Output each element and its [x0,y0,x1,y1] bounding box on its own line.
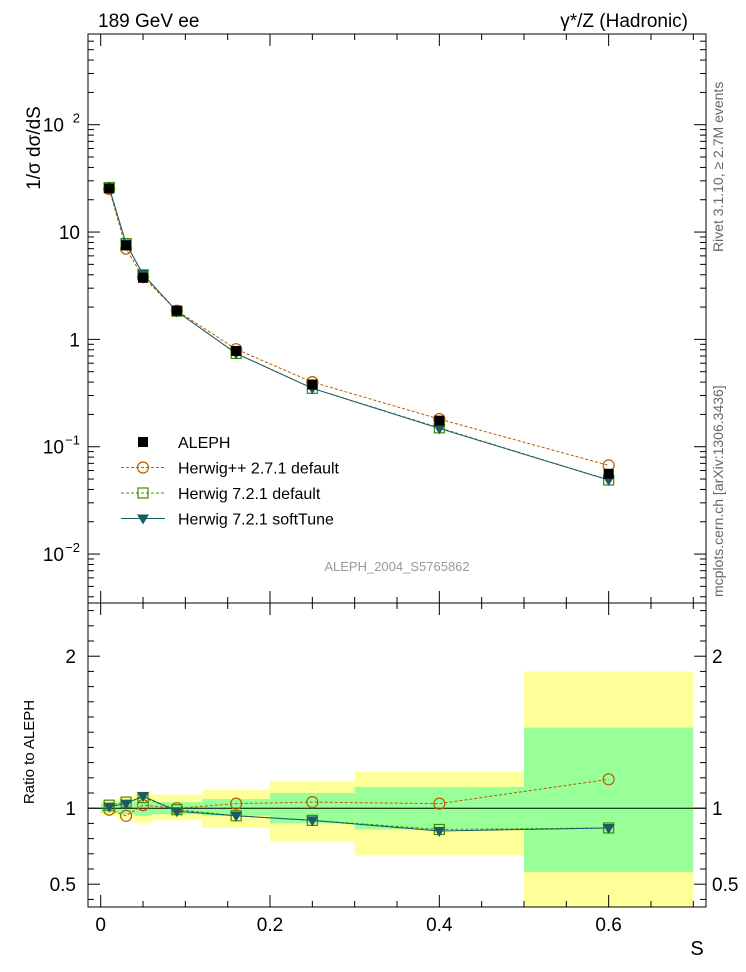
ratio-y-tick-label: 2 [65,647,76,668]
legend: ALEPH Herwig++ 2.7.1 default Herwig 7.2.1 … [121,435,340,529]
ratio-y-tick-label: 0.5 [50,875,76,896]
main-y-tick-label: 10 [59,223,80,244]
ratio-y-axis-title: Ratio to ALEPH [21,700,38,804]
data-point-aleph [603,468,614,479]
x-tick-label: 0.4 [426,915,453,936]
legend-marker-herwig-2-7-1-default [136,461,150,474]
legend-label-herwig-2-7-1-default: Herwig++ 2.7.1 default [178,461,340,478]
data-point-aleph [171,305,182,316]
ratio-band-green [523,727,694,873]
analysis-watermark: ALEPH_2004_S5765862 [324,559,469,574]
main-y-tick-label: 10 [43,116,64,137]
x-tick-label: 0.2 [257,915,283,936]
main-y-tick-exponent: 2 [73,111,80,126]
ratio-point-herwig-7-2-1-softtune [137,792,150,803]
ratio-point-herwig-7-2-1-softtune [230,811,243,822]
ratio-point-herwig-7-2-1-softtune [433,827,446,837]
data-point-aleph [121,240,132,251]
main-panel-series [103,181,615,486]
header-left-title: 189 GeV ee [98,11,199,32]
rivet-version-label: Rivet 3.1.10, ≥ 2.7M events [710,82,726,252]
main-y-tick-label: 10 [43,545,64,566]
legend-marker-herwig-7-2-1-default [137,487,149,499]
legend-label-herwig-7-2-1-softtune: Herwig 7.2.1 softTune [178,512,334,529]
main-y-tick-label: 1 [69,330,80,351]
ratio-uncertainty-bands [100,671,694,907]
ratio-point-herwig-2-7-1-default [602,773,615,786]
ratio-point-herwig-7-2-1-softtune [602,823,615,834]
legend-label-herwig-7-2-1-default: Herwig 7.2.1 default [178,486,321,503]
ratio-point-herwig-7-2-1-softtune [306,816,319,827]
ratio-point-herwig-2-7-1-default [306,796,319,809]
ratio-panel-axes: 0.5 0.5 1 1 2 2 0 0.2 0.4 0.6 [50,602,738,936]
x-axis-title: S [690,938,703,960]
main-y-tick-label: 10 [43,438,64,459]
data-point-aleph [307,379,318,390]
data-point-aleph [104,183,115,194]
legend-marker-aleph [138,437,148,447]
ratio-band-green [202,799,271,816]
legend-label-aleph: ALEPH [178,435,230,452]
ratio-point-herwig-2-7-1-default [119,809,133,822]
ratio-y-tick-label-right: 1 [712,799,723,820]
main-y-tick-exponent: −1 [65,433,80,448]
ratio-y-tick-label-right: 2 [712,647,723,668]
ratio-point-herwig-7-2-1-softtune [120,799,133,810]
header-right-title: γ*/Z (Hadronic) [560,11,688,32]
legend-marker-herwig-7-2-1-softtune [137,514,149,525]
data-point-aleph [434,415,445,426]
ratio-point-herwig-7-2-1-softtune [170,807,183,818]
ratio-point-herwig-2-7-1-default [433,797,446,810]
ratio-point-herwig-7-2-1-softtune [103,802,116,813]
data-point-herwig-7-2-1-softtune [433,424,446,435]
main-y-axis-title: 1/σ dσ/dS [24,106,45,190]
mcplots-label: mcplots.cern.ch [arXiv:1306.3436] [710,385,726,597]
ratio-line-herwig-2-7-1-default [108,778,609,817]
main-y-tick-exponent: −2 [65,540,80,555]
ratio-point-herwig-2-7-1-default [230,797,243,810]
ratio-y-tick-label: 1 [65,799,76,820]
data-point-aleph [138,272,149,283]
x-tick-label: 0.6 [595,915,621,936]
series-line-herwig-2-7-1-default [108,188,609,466]
ratio-y-tick-label-right: 0.5 [712,875,738,896]
data-point-aleph [231,345,242,356]
ratio-panel-series [103,773,615,837]
x-tick-label: 0 [95,915,106,936]
